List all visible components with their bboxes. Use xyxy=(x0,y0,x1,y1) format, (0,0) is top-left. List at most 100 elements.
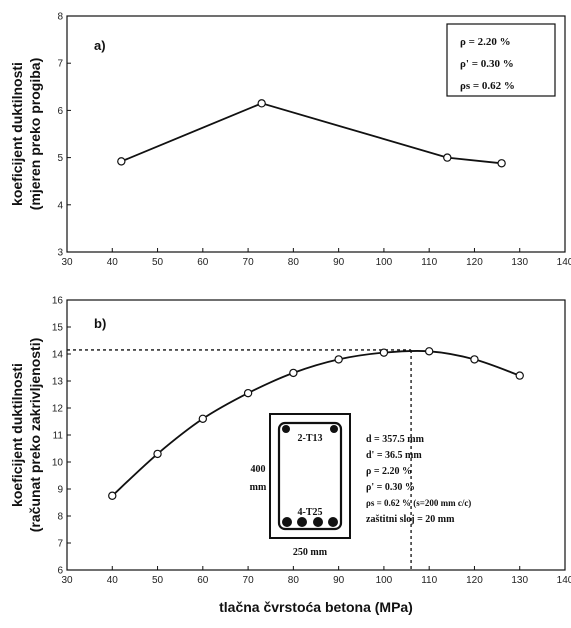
section-width-label: 250 mm xyxy=(293,547,328,558)
x-tick-label: 110 xyxy=(421,257,437,268)
panel-b-y-ticks: 6 7 8 9 10 11 12 13 14 15 16 xyxy=(52,296,71,577)
x-tick-label: 120 xyxy=(466,575,483,586)
bottom-bar-1 xyxy=(282,517,292,527)
panel-a-legend-rho-prime: ρ' = 0.30 % xyxy=(460,58,514,70)
data-point xyxy=(108,491,117,500)
section-stirrup xyxy=(277,421,343,531)
data-point xyxy=(470,355,479,364)
y-tick-label: 6 xyxy=(57,106,63,117)
panel-a-x-ticks: 30 40 50 60 70 80 90 100 110 120 130 140 xyxy=(61,248,571,268)
annotation-d: d = 357.5 mm xyxy=(366,434,425,445)
x-tick-label: 80 xyxy=(288,257,300,268)
data-point xyxy=(379,348,389,357)
annotation-rho: ρ = 2.20 % xyxy=(366,466,412,477)
x-tick-label: 120 xyxy=(466,257,483,268)
y-tick-label: 8 xyxy=(57,12,63,23)
data-point xyxy=(515,371,524,380)
x-tick-label: 140 xyxy=(557,257,571,268)
x-tick-label: 50 xyxy=(152,575,164,586)
section-height-label: 400 xyxy=(251,464,266,475)
series-line xyxy=(120,102,502,165)
panel-b-reference-lines xyxy=(67,349,412,570)
top-bar-right xyxy=(330,425,338,433)
x-tick-label: 30 xyxy=(61,257,73,268)
panel-b-x-ticks: 30 40 50 60 70 80 90 100 110 120 130 140 xyxy=(61,566,571,586)
x-tick-label: 30 xyxy=(61,575,73,586)
x-tick-label: 140 xyxy=(557,575,571,586)
y-tick-label: 15 xyxy=(52,323,64,334)
x-tick-label: 70 xyxy=(243,257,255,268)
x-tick-label: 60 xyxy=(197,575,209,586)
panel-b-xlabel: tlačna čvrstoća betona (MPa) xyxy=(219,599,413,615)
y-tick-label: 7 xyxy=(57,539,63,550)
y-tick-label: 13 xyxy=(52,377,64,388)
panel-b: 30 40 50 60 70 80 90 100 110 120 130 140 6 7 8 9 10 11 12… xyxy=(9,296,571,616)
data-point xyxy=(334,355,343,364)
data-point xyxy=(198,414,208,423)
x-tick-label: 50 xyxy=(152,257,164,268)
panel-a-legend-box xyxy=(446,23,556,97)
annotation-rho-s: ρs = 0.62 % (s=200 mm c/c) xyxy=(366,498,471,508)
data-point xyxy=(153,449,162,459)
annotation-d-prime: d' = 36.5 mm xyxy=(366,450,422,461)
y-tick-label: 12 xyxy=(52,404,64,415)
y-tick-label: 10 xyxy=(52,458,64,469)
y-tick-label: 9 xyxy=(57,485,63,496)
y-tick-label: 8 xyxy=(57,512,63,523)
y-tick-label: 7 xyxy=(57,59,63,70)
panel-a-frame xyxy=(66,15,566,253)
x-tick-label: 100 xyxy=(376,257,393,268)
y-tick-label: 4 xyxy=(57,200,63,211)
data-point xyxy=(117,157,126,166)
top-bars-label: 2-T13 xyxy=(298,433,323,444)
bottom-bar-4 xyxy=(328,517,338,527)
cross-section: 2-T13 4-T25 400 mm 250 mm xyxy=(250,413,351,558)
x-tick-label: 40 xyxy=(107,257,119,268)
data-point xyxy=(243,388,253,398)
x-tick-label: 40 xyxy=(107,575,119,586)
panel-a-ylabel-line1: koeficijent duktilnosti xyxy=(9,62,25,206)
section-annotations: d = 357.5 mm d' = 36.5 mm ρ = 2.20 % ρ' … xyxy=(366,434,471,525)
bottom-bar-2 xyxy=(297,517,307,527)
x-tick-label: 60 xyxy=(197,257,209,268)
panel-b-ylabel-line1: koeficijent duktilnosti xyxy=(9,363,25,507)
bottom-bars-label: 4-T25 xyxy=(298,507,323,518)
y-tick-label: 11 xyxy=(53,431,64,442)
data-point xyxy=(289,368,298,378)
x-tick-label: 90 xyxy=(333,257,345,268)
x-tick-label: 130 xyxy=(511,575,528,586)
data-point xyxy=(497,159,506,168)
panel-a-label: a) xyxy=(94,38,106,53)
panel-a-legend-rho: ρ = 2.20 % xyxy=(460,36,511,48)
y-tick-label: 6 xyxy=(57,566,63,577)
x-tick-label: 100 xyxy=(376,575,393,586)
panel-a-y-ticks: 3 4 5 6 7 8 xyxy=(57,12,71,259)
panel-b-series xyxy=(108,347,524,500)
x-tick-label: 70 xyxy=(243,575,255,586)
panel-a-ylabel-line2: (mjeren preko progiba) xyxy=(27,58,43,210)
bottom-bar-3 xyxy=(313,517,323,527)
y-tick-label: 3 xyxy=(57,248,63,259)
x-tick-label: 90 xyxy=(333,575,345,586)
data-point xyxy=(443,153,452,162)
section-height-unit: mm xyxy=(250,482,267,493)
panel-a-legend-rho-s: ρs = 0.62 % xyxy=(460,80,515,92)
data-point xyxy=(257,99,266,108)
series-line xyxy=(111,349,521,497)
x-tick-label: 110 xyxy=(421,575,437,586)
section-outer xyxy=(269,413,351,539)
y-tick-label: 14 xyxy=(52,350,64,361)
x-tick-label: 80 xyxy=(288,575,300,586)
panel-b-label: b) xyxy=(94,316,106,331)
y-tick-label: 5 xyxy=(57,153,63,164)
panel-b-ylabel-line2: (računat preko zakrivljenosti) xyxy=(27,338,43,533)
annotation-cover: zaštitni sloj = 20 mm xyxy=(366,514,455,525)
data-point xyxy=(424,347,434,356)
panel-a-series xyxy=(117,99,506,168)
y-tick-label: 16 xyxy=(52,296,64,307)
annotation-rho-prime: ρ' = 0.30 % xyxy=(366,482,415,493)
top-bar-left xyxy=(282,425,290,433)
x-tick-label: 130 xyxy=(511,257,528,268)
